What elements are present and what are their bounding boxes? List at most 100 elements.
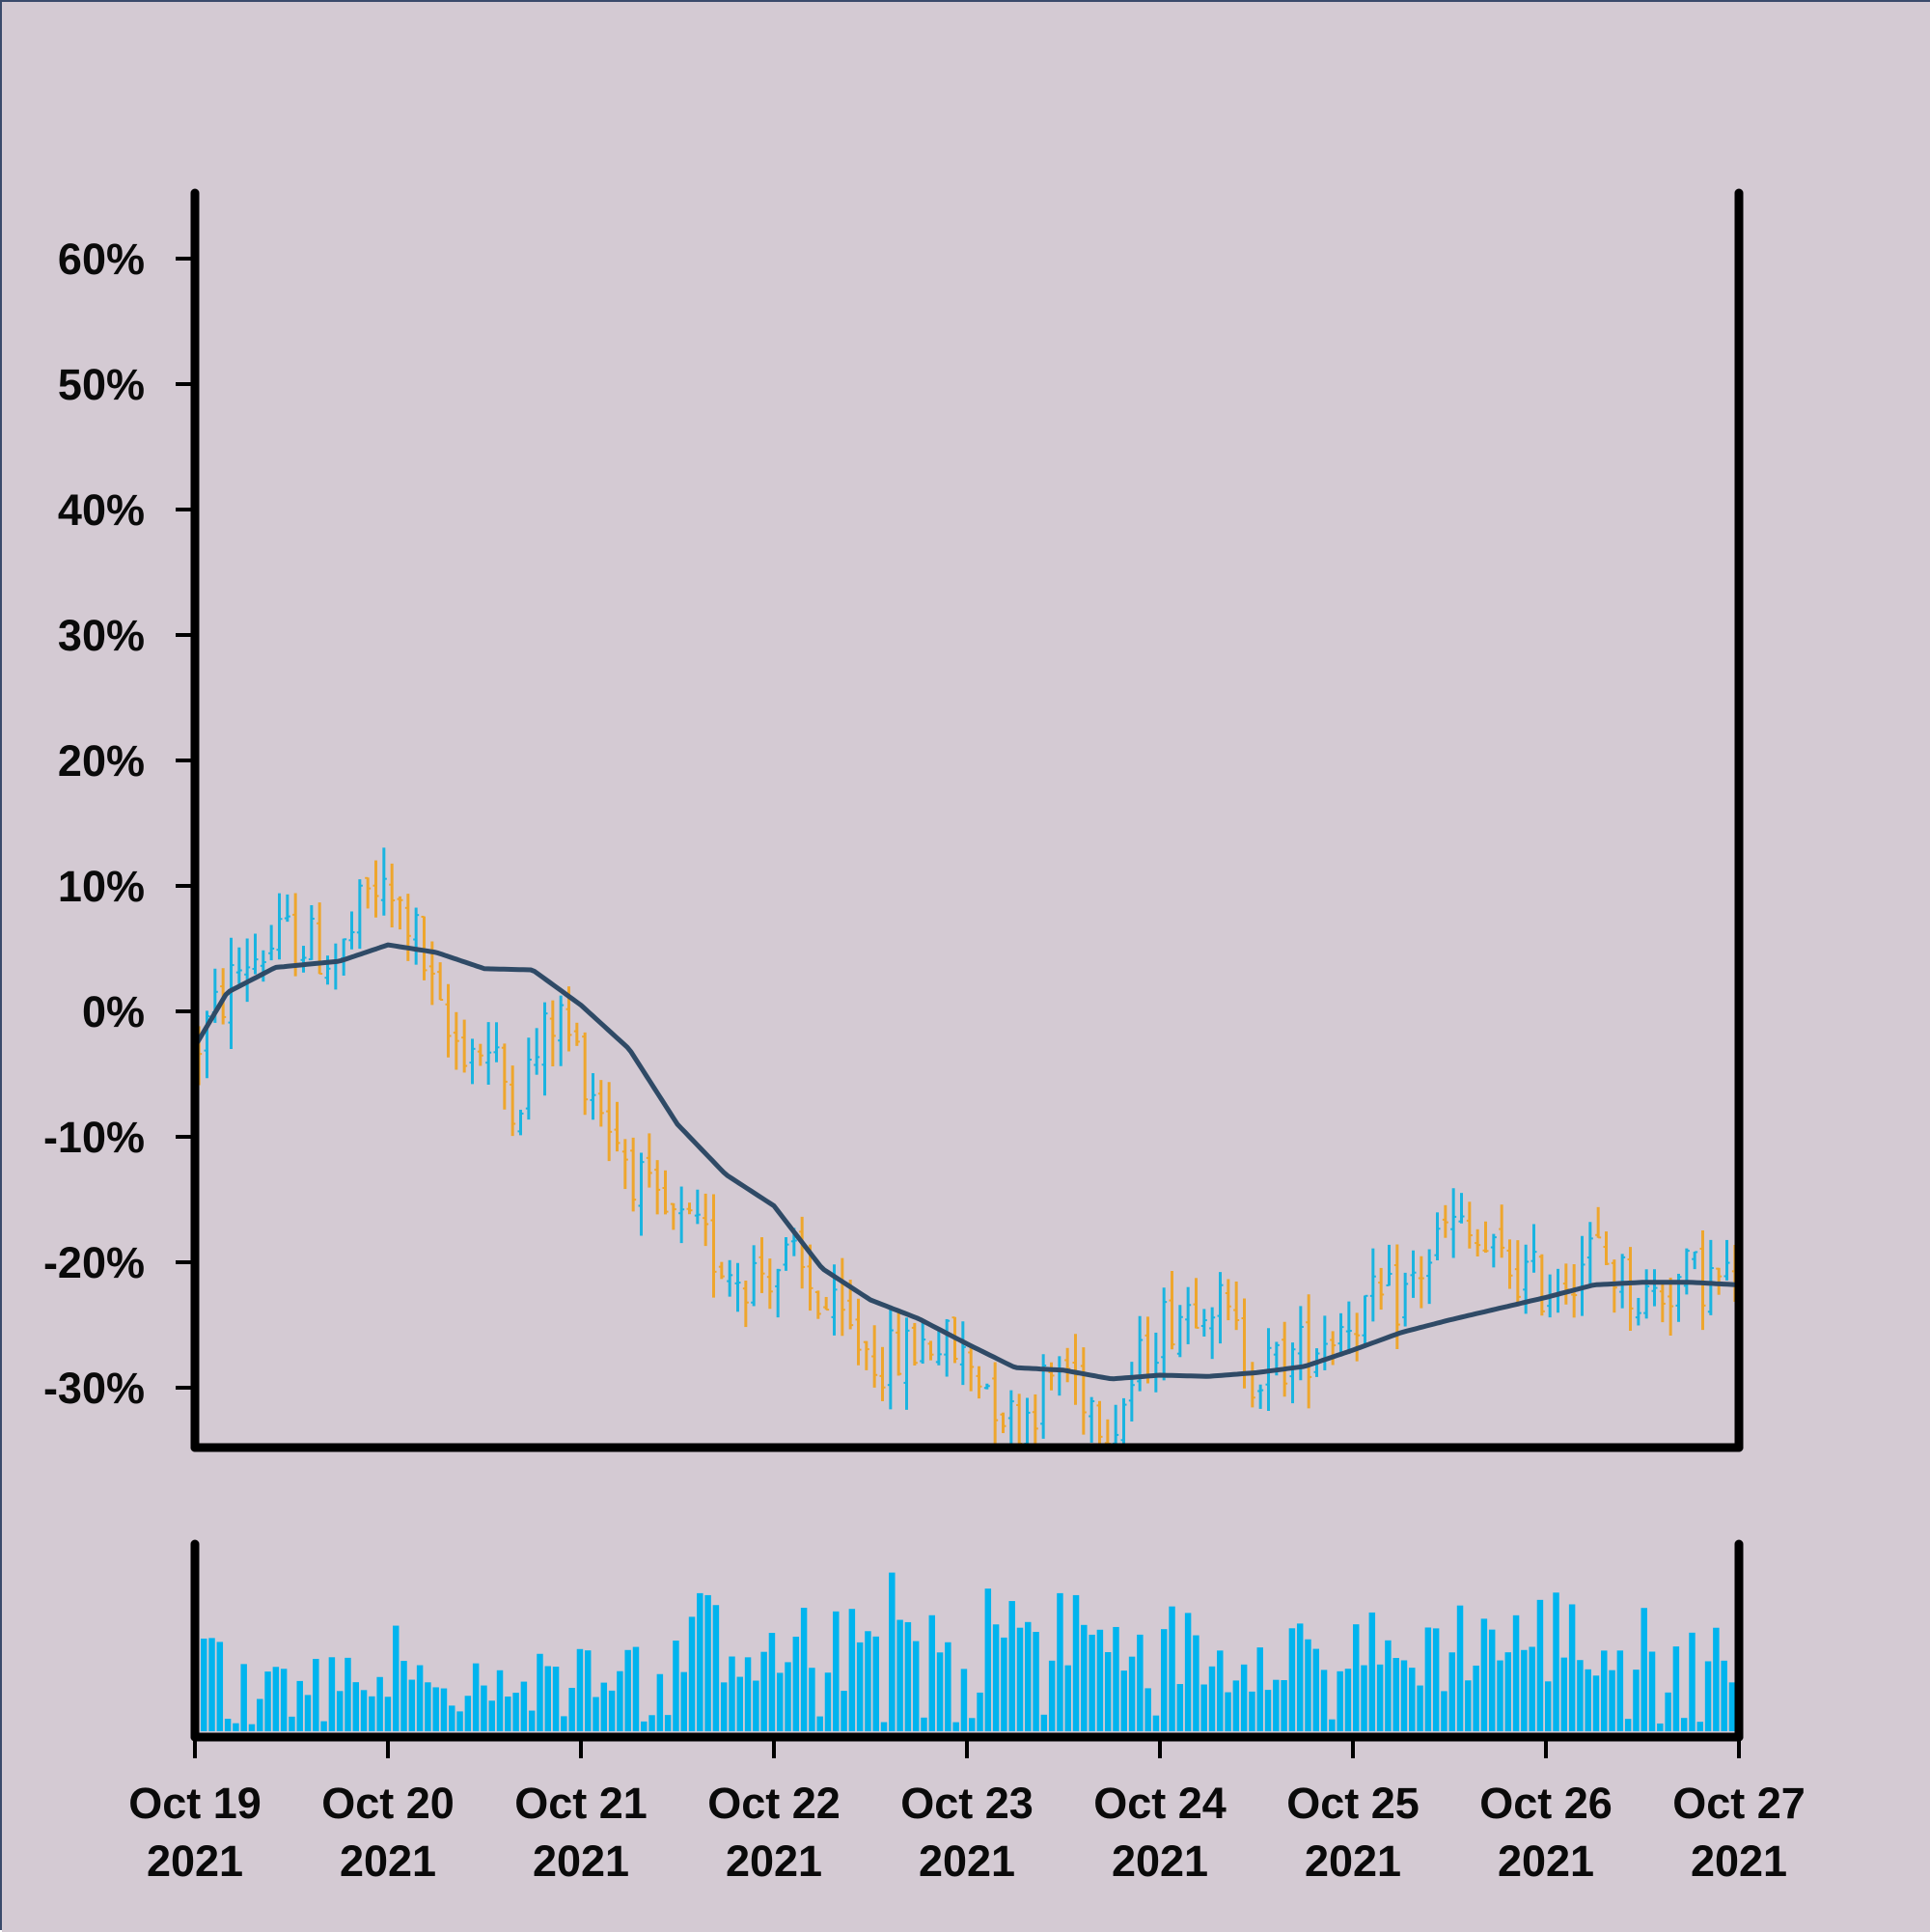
ohlc-bar <box>911 1322 918 1366</box>
x-tick-label-date: Oct 25 <box>1286 1779 1420 1828</box>
volume-bar <box>992 1624 1000 1731</box>
volume-bar <box>1504 1652 1512 1731</box>
volume-bar <box>1417 1685 1423 1731</box>
volume-bar <box>496 1670 504 1731</box>
volume-bar <box>240 1664 247 1731</box>
ohlc-bar <box>751 1245 758 1307</box>
volume-bar <box>1353 1624 1360 1731</box>
volume-bar <box>561 1716 567 1731</box>
volume-bar <box>384 1697 392 1731</box>
ohlc-bar <box>1530 1224 1537 1273</box>
volume-bar <box>1713 1627 1720 1731</box>
volume-bar <box>408 1679 416 1731</box>
volume-bar <box>369 1696 375 1731</box>
ohlc-bar <box>348 911 355 950</box>
ohlc-bar <box>284 894 290 923</box>
volume-bar <box>889 1572 896 1731</box>
volume-bar <box>481 1685 487 1731</box>
ohlc-bar <box>582 1032 589 1116</box>
y-tick-label: -20% <box>43 1238 145 1287</box>
ohlc-bar <box>1345 1301 1352 1355</box>
ohlc-bar <box>1000 1412 1006 1434</box>
volume-bar <box>1553 1592 1559 1731</box>
x-tick-label-year: 2021 <box>1498 1836 1594 1886</box>
ohlc-bar <box>766 1258 773 1310</box>
volume-bar <box>1240 1664 1248 1731</box>
y-tick-label: 40% <box>58 485 145 535</box>
ohlc-bar <box>646 1133 652 1188</box>
volume-bar <box>1680 1718 1688 1731</box>
ohlc-bar <box>244 938 251 1003</box>
volume-bar <box>1361 1665 1367 1731</box>
volume-bar <box>608 1690 616 1731</box>
ohlc-bar <box>927 1340 934 1361</box>
ohlc-bar <box>1306 1294 1312 1409</box>
volume-bar <box>896 1619 903 1731</box>
ohlc-bar <box>1442 1204 1448 1238</box>
volume-bar <box>1249 1691 1255 1731</box>
ohlc-bar <box>493 1022 500 1063</box>
ohlc-bar <box>935 1327 942 1366</box>
ohlc-bar <box>413 907 420 965</box>
ohlc-bar <box>1209 1307 1216 1360</box>
x-tick-label-year: 2021 <box>147 1836 243 1886</box>
volume-bar <box>977 1692 983 1731</box>
volume-bar <box>248 1724 256 1731</box>
x-tick-label-date: Oct 23 <box>900 1779 1034 1828</box>
volume-bar <box>1225 1692 1231 1731</box>
volume-bar <box>1560 1657 1568 1731</box>
volume-bar <box>1232 1680 1240 1731</box>
x-tick-label-date: Oct 20 <box>321 1779 455 1828</box>
volume-bar <box>1176 1684 1184 1731</box>
ohlc-bar <box>887 1305 894 1410</box>
volume-bar <box>928 1615 936 1731</box>
ohlc-bar <box>1692 1251 1698 1270</box>
volume-bar <box>336 1691 344 1731</box>
x-tick-label-date: Oct 21 <box>514 1779 648 1828</box>
volume-bar <box>768 1633 776 1731</box>
volume-bar <box>1633 1670 1640 1731</box>
volume-bar <box>512 1693 519 1731</box>
ohlc-bar <box>1402 1272 1409 1327</box>
ohlc-bar <box>614 1101 620 1152</box>
volume-bar <box>1072 1594 1080 1731</box>
volume-bar <box>345 1657 351 1731</box>
ohlc-bar <box>630 1137 637 1212</box>
volume-bar <box>1448 1652 1455 1731</box>
ohlc-bar <box>662 1170 669 1215</box>
volume-bar <box>712 1605 720 1731</box>
volume-bar <box>576 1648 584 1731</box>
ohlc-bar <box>510 1065 516 1137</box>
ohlc-bar <box>703 1193 709 1247</box>
ohlc-bar <box>308 904 315 961</box>
volume-bar <box>1648 1651 1656 1731</box>
volume-bar <box>1144 1688 1151 1731</box>
volume-bar <box>1441 1691 1448 1731</box>
ohlc-bar <box>1233 1281 1240 1331</box>
volume-bar <box>984 1588 992 1731</box>
ohlc-bar <box>1514 1240 1521 1305</box>
ohlc-bar <box>1128 1362 1135 1421</box>
volume-bar <box>432 1687 439 1731</box>
volume-bar <box>1665 1692 1671 1731</box>
ohlc-bar <box>365 876 372 909</box>
volume-bar <box>216 1642 224 1731</box>
ohlc-bar <box>1627 1247 1634 1332</box>
ohlc-bar <box>959 1321 966 1386</box>
ohlc-bar <box>1699 1229 1706 1331</box>
x-tick-label-date: Oct 24 <box>1093 1779 1227 1828</box>
ohlc-bar <box>1595 1206 1602 1239</box>
volume-bar <box>848 1609 856 1731</box>
ohlc-bar <box>1161 1287 1168 1381</box>
volume-bar <box>1585 1669 1591 1731</box>
volume-bar <box>1161 1629 1168 1731</box>
volume-bar <box>1432 1628 1440 1731</box>
ohlc-bar <box>1337 1312 1344 1357</box>
volume-bar <box>400 1661 407 1731</box>
ohlc-bar <box>485 1022 492 1085</box>
y-axis-ticks: 60% 50% 40% 30% 20% 10% 0% -10% -20% -30% <box>43 235 195 1413</box>
ohlc-bar <box>1475 1228 1481 1256</box>
volume-bar <box>1728 1682 1736 1731</box>
volume-bar <box>289 1716 295 1731</box>
